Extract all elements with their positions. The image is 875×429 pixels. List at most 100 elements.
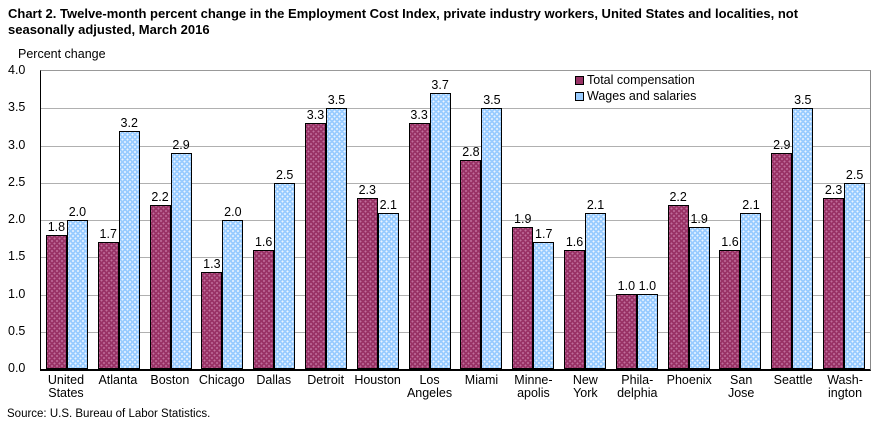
x-tick-label: Wash-ington (827, 373, 863, 400)
bar-value-label: 1.8 (47, 220, 66, 234)
bar-new-york (585, 213, 607, 369)
barwrap: 3.7 (429, 71, 451, 369)
barwrap: 2.5 (274, 71, 296, 369)
bar-san-jose (719, 250, 741, 369)
chart-title-line2: seasonally adjusted, March 2016 (8, 22, 210, 37)
gridline (41, 295, 870, 296)
y-tick-label: 1.5 (8, 249, 26, 263)
y-tick-label: 3.5 (8, 100, 26, 114)
bar-value-label: 1.0 (617, 279, 636, 293)
bar-value-label: 1.6 (565, 235, 584, 249)
barwrap: 2.1 (740, 71, 762, 369)
bar-value-label: 3.5 (327, 93, 346, 107)
barwrap: 3.5 (792, 71, 814, 369)
bar-value-label: 3.2 (120, 116, 138, 130)
bar-dallas (253, 250, 275, 369)
y-axis-title: Percent change (18, 47, 106, 61)
barwrap: 2.2 (149, 71, 171, 369)
x-tick-label: Phoenix (666, 373, 712, 387)
bar-value-label: 1.3 (203, 257, 221, 271)
bar-los-angeles (429, 93, 451, 369)
x-tick-label: Chicago (198, 373, 245, 387)
barwrap: 3.5 (481, 71, 503, 369)
barwrap: 3.3 (408, 71, 430, 369)
barwrap: 3.5 (325, 71, 347, 369)
bar-dallas (274, 183, 296, 369)
barwrap: 2.8 (460, 71, 482, 369)
y-tick-label: 1.0 (8, 287, 26, 301)
bar-seattle (792, 108, 814, 369)
barwrap: 1.6 (253, 71, 275, 369)
bar-group-minneapolis: 1.9 1.7 (507, 71, 559, 369)
legend: Total compensation Wages and salaries (575, 72, 696, 104)
barwrap: 1.7 (533, 71, 555, 369)
bar-value-label: 2.2 (669, 190, 687, 204)
bar-united-states (45, 235, 67, 369)
barwrap: 1.3 (201, 71, 223, 369)
bar-minneapolis (533, 242, 555, 369)
bar-value-label: 2.8 (462, 145, 480, 159)
legend-label: Total compensation (587, 72, 695, 87)
bar-atlanta (118, 131, 140, 369)
y-tick-label: 0.0 (8, 361, 26, 375)
bar-philadelphia (615, 294, 637, 369)
gridline (41, 183, 870, 184)
bar-seattle (771, 153, 793, 369)
barwrap: 2.5 (844, 71, 866, 369)
barwrap: 1.6 (719, 71, 741, 369)
bar-detroit (304, 123, 326, 369)
x-tick-label: Phila-delphia (617, 373, 658, 400)
barwrap: 2.9 (170, 71, 192, 369)
bar-value-label: 1.7 (535, 227, 553, 241)
bar-minneapolis (512, 227, 534, 369)
bar-boston (170, 153, 192, 369)
chart-title-line1: Chart 2. Twelve-month percent change in … (8, 6, 799, 21)
y-tick-label: 2.5 (8, 175, 26, 189)
gridline (41, 108, 870, 109)
barwrap: 2.3 (823, 71, 845, 369)
gridline (41, 146, 870, 147)
legend-item-total-compensation: Total compensation (575, 72, 696, 88)
bar-group-detroit: 3.3 3.5 (300, 71, 352, 369)
barwrap: 2.1 (377, 71, 399, 369)
bar-value-label: 3.5 (794, 93, 812, 107)
x-tick-label: Seattle (773, 373, 813, 387)
bar-phoenix (667, 205, 689, 369)
barwrap: 2.1 (585, 71, 607, 369)
bar-philadelphia (636, 294, 658, 369)
legend-item-wages-and-salaries: Wages and salaries (575, 88, 696, 104)
bar-chicago (222, 220, 244, 369)
bar-phoenix (688, 227, 710, 369)
bar-detroit (325, 108, 347, 369)
x-tick-label: Atlanta (98, 373, 138, 387)
x-tick-label: New York (572, 373, 598, 400)
bar-value-label: 1.9 (690, 212, 708, 226)
bar-value-label: 2.3 (824, 183, 843, 197)
bar-value-label: 2.1 (586, 198, 605, 212)
bar-group-boston: 2.2 2.9 (145, 71, 197, 369)
x-tick-label: United States (47, 373, 85, 400)
bars-row: 1.8 2.0 1.7 3.2 2.2 2.9 1.3 2.0 1.6 2.5 3.3 3.5 2.3 2… (41, 71, 870, 369)
barwrap: 2.0 (222, 71, 244, 369)
bar-value-label: 2.0 (224, 205, 242, 219)
barwrap: 1.0 (636, 71, 658, 369)
gridline (41, 220, 870, 221)
bar-group-seattle: 2.9 3.5 (766, 71, 818, 369)
bar-washington (823, 198, 845, 369)
bar-group-philadelphia: 1.0 1.0 (611, 71, 663, 369)
legend-label: Wages and salaries (587, 88, 697, 103)
bar-group-atlanta: 1.7 3.2 (93, 71, 145, 369)
bar-value-label: 2.9 (773, 138, 791, 152)
barwrap: 2.9 (771, 71, 793, 369)
y-tick-label: 0.5 (8, 324, 26, 338)
bar-group-san-jose: 1.6 2.1 (715, 71, 767, 369)
bar-value-label: 2.2 (151, 190, 169, 204)
gridline (41, 332, 870, 333)
total-compensation-swatch-icon (575, 75, 584, 85)
bar-boston (149, 205, 171, 369)
wages-and-salaries-swatch-icon (575, 91, 584, 101)
barwrap: 1.9 (688, 71, 710, 369)
barwrap: 1.8 (45, 71, 67, 369)
bar-los-angeles (408, 123, 430, 369)
bar-new-york (564, 250, 586, 369)
